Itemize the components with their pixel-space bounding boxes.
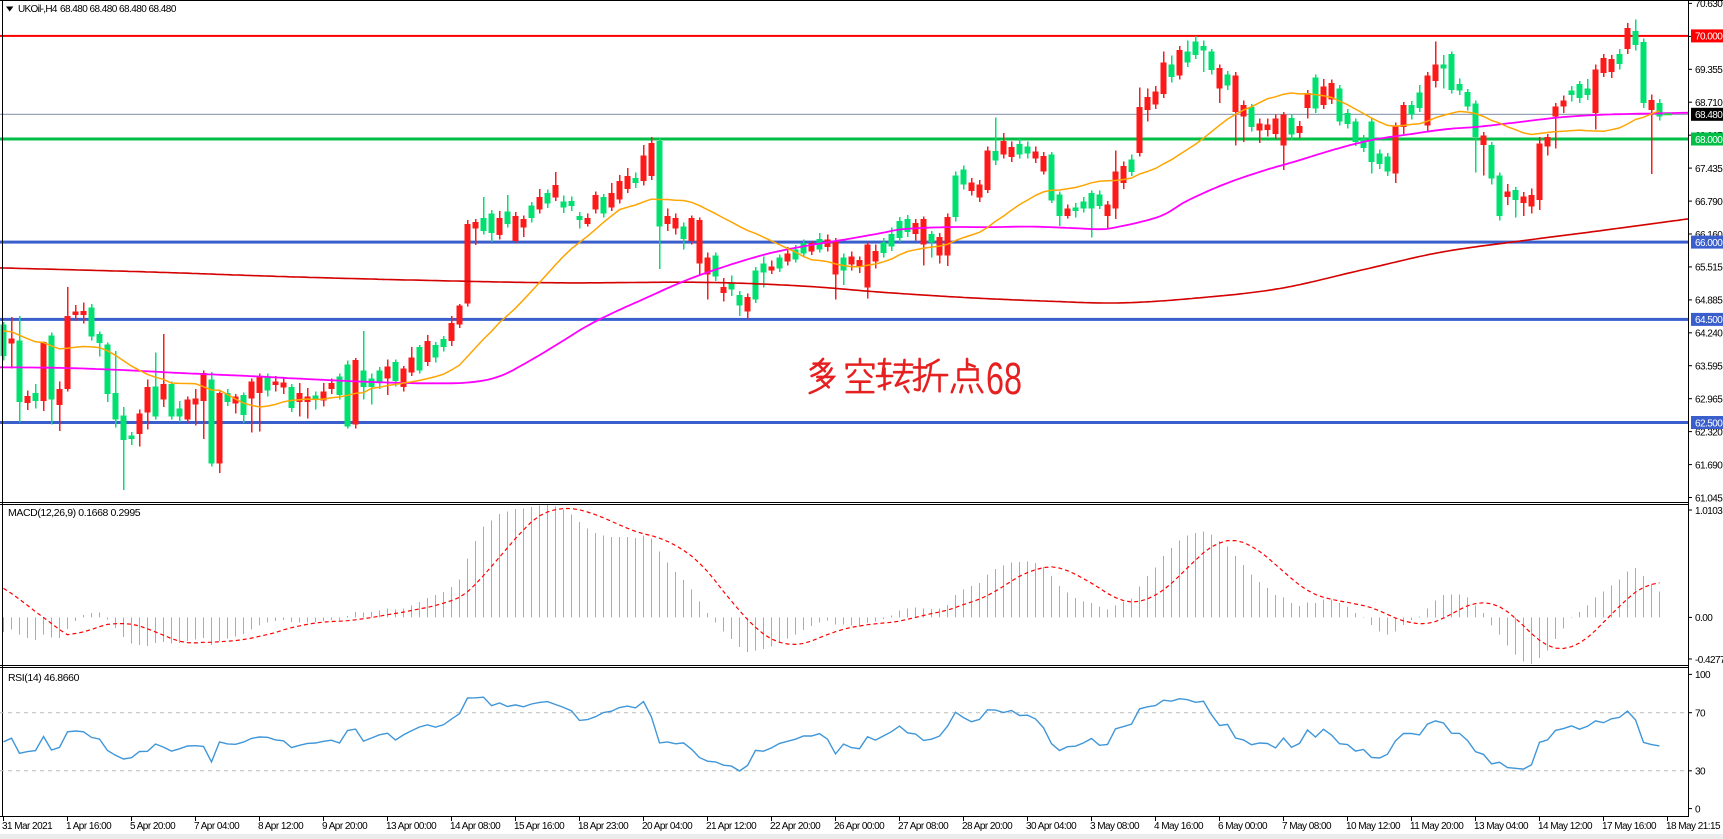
svg-text:30 Apr 04:00: 30 Apr 04:00: [1026, 821, 1077, 832]
svg-text:18 Apr 23:00: 18 Apr 23:00: [578, 821, 629, 832]
svg-text:28 Apr 20:00: 28 Apr 20:00: [962, 821, 1013, 832]
svg-text:9 Apr 20:00: 9 Apr 20:00: [322, 821, 368, 832]
svg-text:MACD(12,26,9) 0.1668 0.2995: MACD(12,26,9) 0.1668 0.2995: [8, 507, 141, 519]
svg-text:30: 30: [1695, 767, 1706, 778]
svg-text:70.000: 70.000: [1695, 32, 1723, 43]
svg-text:-0.4277: -0.4277: [1695, 655, 1723, 666]
svg-text:62.320: 62.320: [1695, 427, 1723, 438]
svg-text:20 Apr 04:00: 20 Apr 04:00: [642, 821, 693, 832]
svg-text:17 May 16:00: 17 May 16:00: [1602, 821, 1657, 832]
svg-text:15 Apr 16:00: 15 Apr 16:00: [514, 821, 565, 832]
svg-text:66.160: 66.160: [1695, 230, 1723, 241]
svg-text:11 May 20:00: 11 May 20:00: [1410, 821, 1464, 832]
svg-text:UKOil-,H4: UKOil-,H4: [18, 4, 58, 15]
svg-text:21 Apr 12:00: 21 Apr 12:00: [706, 821, 757, 832]
svg-text:13 May 04:00: 13 May 04:00: [1474, 821, 1529, 832]
svg-text:68.480 68.480 68.480 68.480: 68.480 68.480 68.480 68.480: [60, 4, 177, 15]
svg-text:68.480: 68.480: [1695, 110, 1723, 121]
svg-text:8 Apr 12:00: 8 Apr 12:00: [258, 821, 304, 832]
svg-text:10 May 12:00: 10 May 12:00: [1346, 821, 1401, 832]
svg-text:3 May 08:00: 3 May 08:00: [1090, 821, 1140, 832]
svg-text:1.0103: 1.0103: [1695, 506, 1723, 517]
svg-text:7 May 08:00: 7 May 08:00: [1282, 821, 1332, 832]
svg-text:14 Apr 08:00: 14 Apr 08:00: [450, 821, 501, 832]
svg-text:0: 0: [1695, 804, 1701, 815]
svg-text:13 Apr 00:00: 13 Apr 00:00: [386, 821, 437, 832]
svg-text:100: 100: [1695, 670, 1711, 681]
svg-text:66.000: 66.000: [1695, 238, 1723, 249]
svg-text:67.435: 67.435: [1695, 164, 1723, 175]
svg-text:1 Apr 16:00: 1 Apr 16:00: [66, 821, 112, 832]
svg-text:70: 70: [1695, 709, 1706, 720]
svg-text:0.00: 0.00: [1695, 613, 1713, 624]
svg-text:61.045: 61.045: [1695, 493, 1723, 504]
svg-text:27 Apr 08:00: 27 Apr 08:00: [898, 821, 949, 832]
svg-text:4 May 16:00: 4 May 16:00: [1154, 821, 1204, 832]
svg-text:61.690: 61.690: [1695, 460, 1723, 471]
svg-text:62.965: 62.965: [1695, 395, 1723, 406]
svg-text:70.630: 70.630: [1695, 0, 1723, 10]
svg-text:68.710: 68.710: [1695, 98, 1723, 109]
svg-text:68: 68: [986, 355, 1022, 404]
svg-text:66.790: 66.790: [1695, 197, 1723, 208]
svg-text:65.515: 65.515: [1695, 263, 1723, 274]
svg-text:6 May 00:00: 6 May 00:00: [1218, 821, 1268, 832]
svg-text:22 Apr 20:00: 22 Apr 20:00: [770, 821, 821, 832]
svg-text:7 Apr 04:00: 7 Apr 04:00: [194, 821, 240, 832]
svg-text:63.595: 63.595: [1695, 362, 1723, 373]
svg-text:64.500: 64.500: [1695, 315, 1723, 326]
svg-text:18 May 21:15: 18 May 21:15: [1666, 821, 1721, 832]
svg-text:31 Mar 2021: 31 Mar 2021: [2, 821, 53, 832]
svg-text:26 Apr 00:00: 26 Apr 00:00: [834, 821, 885, 832]
svg-text:14 May 12:00: 14 May 12:00: [1538, 821, 1593, 832]
svg-text:64.885: 64.885: [1695, 296, 1723, 307]
svg-text:68.000: 68.000: [1695, 135, 1723, 146]
svg-text:69.355: 69.355: [1695, 65, 1723, 76]
svg-text:5 Apr 20:00: 5 Apr 20:00: [130, 821, 176, 832]
svg-text:64.240: 64.240: [1695, 329, 1723, 340]
svg-text:RSI(14) 46.8660: RSI(14) 46.8660: [8, 672, 80, 684]
svg-text:62.500: 62.500: [1695, 418, 1723, 429]
